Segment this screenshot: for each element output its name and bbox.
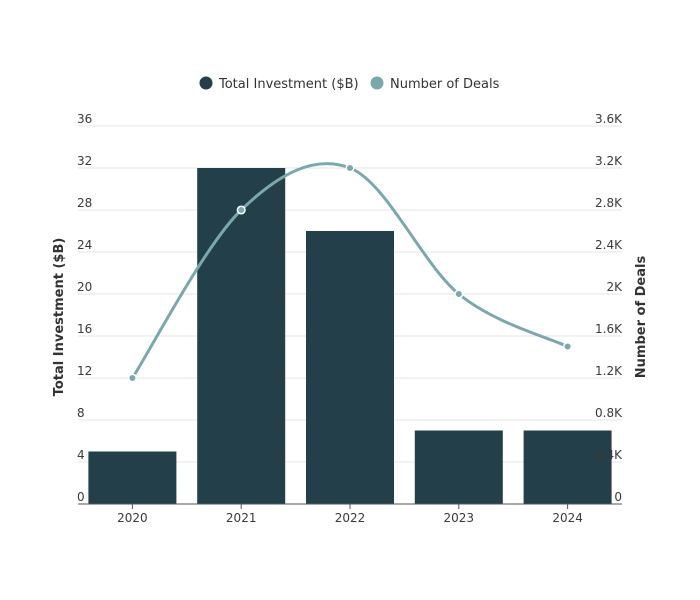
legend-item-investment[interactable]: Total Investment ($B) [199,76,359,93]
y-tick-label-left: 16 [77,322,92,336]
legend-item-deals[interactable]: Number of Deals [370,76,500,93]
y-tick-label-right: 3.2K [595,154,623,168]
bar-series [88,168,612,505]
bar[interactable] [88,451,177,505]
x-tick-label: 2022 [335,511,366,525]
bar[interactable] [523,430,612,505]
legend: Total Investment ($B) Number of Deals [199,76,500,93]
line-point[interactable] [563,341,573,352]
y-tick-label-left: 4 [77,448,85,462]
legend-label-investment: Total Investment ($B) [218,77,359,92]
line-point[interactable] [454,289,464,299]
y-tick-label-left: 20 [77,280,92,294]
y-tick-label-right: 0.4K [595,448,623,462]
y-tick-label-left: 32 [77,154,92,168]
y-axis-title-left: Total Investment ($B) [52,238,67,397]
legend-label-deals: Number of Deals [390,77,500,92]
line-point[interactable] [236,205,246,215]
x-tick-label: 2024 [552,511,583,525]
legend-marker-investment [199,76,213,90]
x-tick-label: 2020 [117,511,148,525]
y-tick-label-left: 0 [77,490,85,504]
y-tick-label-left: 36 [77,112,92,126]
y-tick-label-left: 24 [77,238,92,252]
y-tick-label-right: 2.4K [595,238,623,252]
legend-marker-deals [370,76,384,90]
y-tick-label-right: 2.8K [595,196,623,210]
y-tick-label-left: 12 [77,364,92,378]
y-tick-label-left: 28 [77,196,92,210]
bar[interactable] [414,430,503,505]
line-point[interactable] [127,373,137,383]
y-tick-label-left: 8 [77,406,85,420]
y-tick-label-right: 3.6K [595,112,623,126]
y-tick-label-right: 0 [614,490,622,504]
y-tick-label-right: 1.2K [595,364,623,378]
line-series [127,162,573,383]
x-tick-label: 2023 [444,511,475,525]
y-tick-label-right: 1.6K [595,322,623,336]
line-point[interactable] [345,163,355,173]
y-axis-title-right: Number of Deals [634,256,649,379]
x-tick-label: 2021 [226,511,257,525]
y-tick-label-right: 2K [606,280,623,294]
axes: 0 0 4 0.4K 8 0.8K 12 1.2K 16 1.6K 20 2K 24 2.4K 28 2.8K… [77,112,623,525]
bar[interactable] [197,168,286,504]
bar[interactable] [306,231,394,504]
y-tick-label-right: 0.8K [595,406,623,420]
